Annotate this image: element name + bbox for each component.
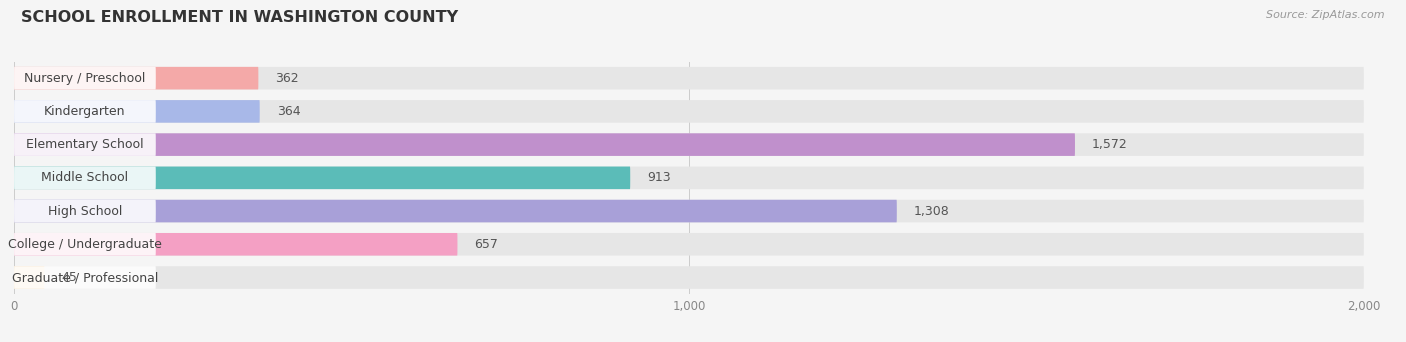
FancyBboxPatch shape xyxy=(14,233,156,255)
Text: Graduate / Professional: Graduate / Professional xyxy=(11,271,157,284)
FancyBboxPatch shape xyxy=(14,100,156,123)
Text: 362: 362 xyxy=(276,72,299,85)
Text: SCHOOL ENROLLMENT IN WASHINGTON COUNTY: SCHOOL ENROLLMENT IN WASHINGTON COUNTY xyxy=(21,10,458,25)
FancyBboxPatch shape xyxy=(14,266,156,289)
FancyBboxPatch shape xyxy=(14,266,1364,289)
Text: 657: 657 xyxy=(474,238,498,251)
FancyBboxPatch shape xyxy=(14,100,260,123)
FancyBboxPatch shape xyxy=(14,167,630,189)
Text: 913: 913 xyxy=(647,171,671,184)
FancyBboxPatch shape xyxy=(14,133,156,156)
Text: Nursery / Preschool: Nursery / Preschool xyxy=(24,72,146,85)
FancyBboxPatch shape xyxy=(14,200,897,222)
FancyBboxPatch shape xyxy=(14,133,1076,156)
Text: 1,572: 1,572 xyxy=(1092,138,1128,151)
Text: Kindergarten: Kindergarten xyxy=(44,105,125,118)
Text: Middle School: Middle School xyxy=(41,171,128,184)
FancyBboxPatch shape xyxy=(14,67,1364,90)
FancyBboxPatch shape xyxy=(14,200,1364,222)
Text: 45: 45 xyxy=(62,271,77,284)
Text: Source: ZipAtlas.com: Source: ZipAtlas.com xyxy=(1267,10,1385,20)
FancyBboxPatch shape xyxy=(14,67,156,90)
FancyBboxPatch shape xyxy=(14,100,1364,123)
Text: 364: 364 xyxy=(277,105,301,118)
FancyBboxPatch shape xyxy=(14,167,1364,189)
Text: Elementary School: Elementary School xyxy=(27,138,143,151)
FancyBboxPatch shape xyxy=(14,233,457,255)
FancyBboxPatch shape xyxy=(14,233,1364,255)
FancyBboxPatch shape xyxy=(14,266,45,289)
Text: High School: High School xyxy=(48,205,122,218)
Text: 1,308: 1,308 xyxy=(914,205,949,218)
FancyBboxPatch shape xyxy=(14,133,1364,156)
FancyBboxPatch shape xyxy=(14,67,259,90)
FancyBboxPatch shape xyxy=(14,167,156,189)
Text: College / Undergraduate: College / Undergraduate xyxy=(8,238,162,251)
FancyBboxPatch shape xyxy=(14,200,156,222)
